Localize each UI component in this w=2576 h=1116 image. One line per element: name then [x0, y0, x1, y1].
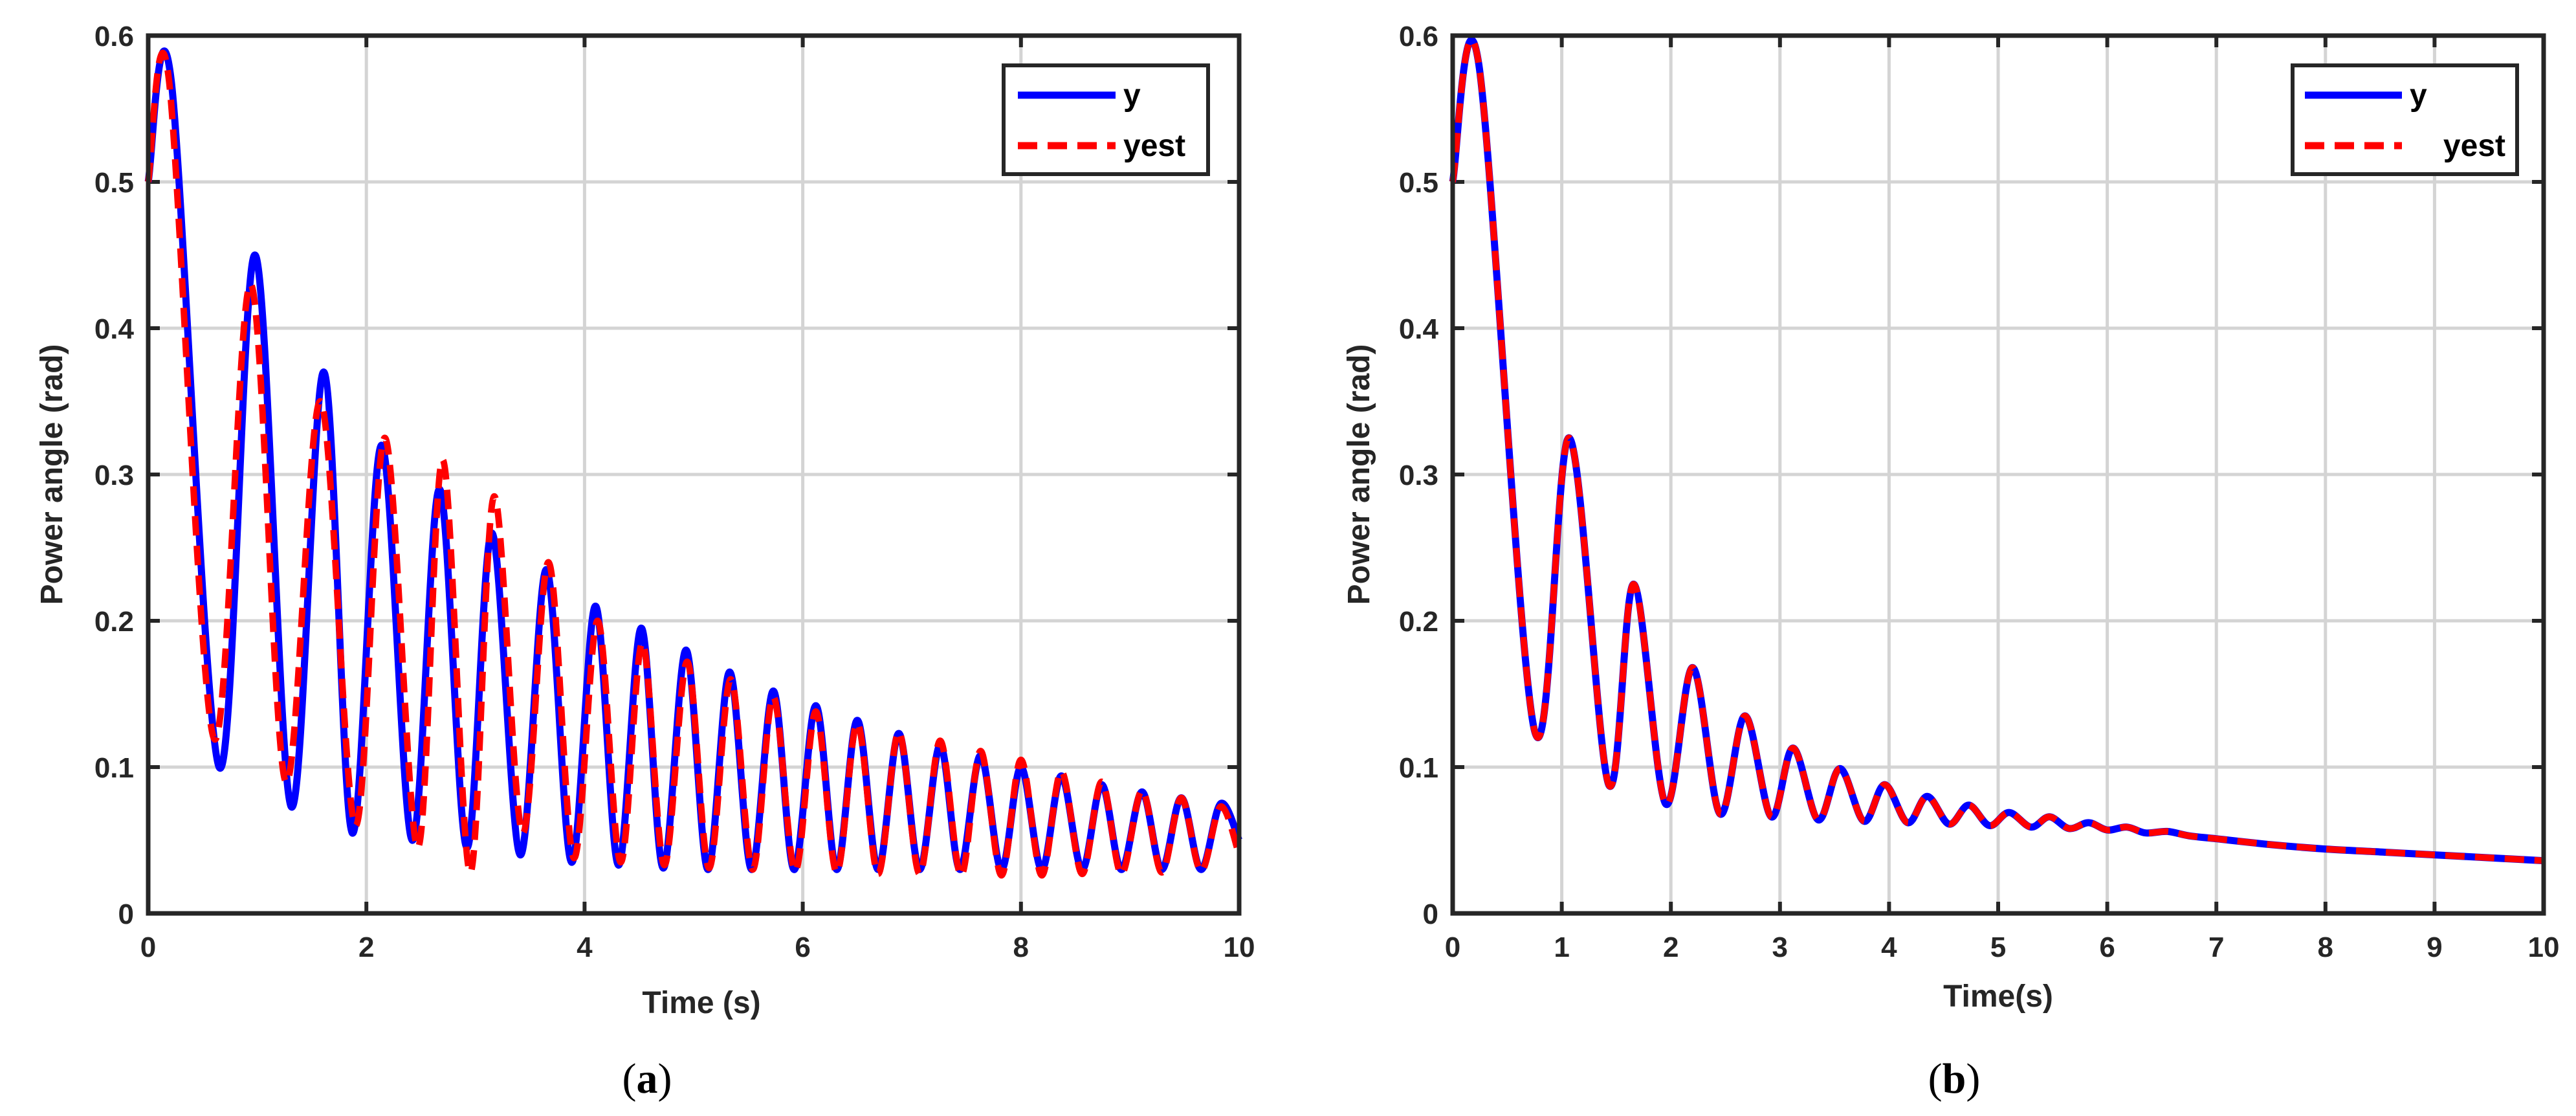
panel-a-legend-box — [1002, 63, 1210, 176]
panel-a-y-ticks: 0 0.1 0.2 0.3 0.4 0.5 0.6 — [94, 21, 1239, 930]
panel-a-y-tick-label: 0.5 — [94, 167, 134, 199]
panel-a-y-tick-label: 0.6 — [94, 21, 134, 52]
panel-a-x-axis-label: Time (s) — [642, 986, 760, 1020]
panel-a-grid — [146, 34, 1241, 915]
panel-b-y-tick-label: 0.1 — [1399, 752, 1438, 784]
panel-b-x-tick-label: 3 — [1772, 932, 1788, 963]
panel-b-y-tick-label: 0.2 — [1399, 606, 1438, 638]
panel-b-y-tick-label: 0 — [1423, 898, 1438, 930]
panel-a-y-tick-label: 0.1 — [94, 752, 134, 784]
panel-a-x-tick-label: 8 — [1013, 932, 1029, 963]
panel-a-y-tick-label: 0.3 — [94, 460, 134, 491]
panel-b-x-tick-label: 6 — [2099, 932, 2115, 963]
panel-b-x-axis-label: Time(s) — [1943, 979, 2053, 1014]
panel-b-legend: y yest — [2291, 63, 2519, 176]
panel-a-axes-frame — [146, 33, 1242, 916]
panel-a-legend: y yest — [1002, 63, 1210, 176]
panel-b-y-tick-label: 0.6 — [1399, 21, 1438, 52]
panel-b-caption-letter: b — [1943, 1055, 1966, 1102]
panel-a-x-ticks: 0 2 4 6 8 10 — [140, 36, 1255, 963]
panel-b-legend-label-yest: yest — [2443, 129, 2505, 163]
panel-a-y-tick-label: 0.4 — [94, 313, 135, 345]
panel-a-chart: 0 2 4 6 8 10 0 0.1 0.2 0.3 0.4 0.5 0.6 Time (s) Pow… — [35, 21, 1255, 1102]
panel-b-x-tick-label: 7 — [2208, 932, 2224, 963]
panel-b-legend-label-y: y — [2410, 78, 2427, 113]
panel-a-x-tick-label: 10 — [1224, 932, 1255, 963]
panel-b-axes-frame — [1450, 33, 2546, 916]
panel-a-y-axis-label: Power angle (rad) — [35, 344, 69, 605]
panel-b-series — [1449, 36, 2544, 865]
panel-b-chart: 0 1 2 3 4 5 6 7 8 9 10 0 0.1 0.2 0.3 0.4 0.5 0.6 Time(s)… — [1342, 21, 2559, 1102]
panel-a-x-tick-label: 0 — [140, 932, 156, 963]
panel-a-x-tick-label: 6 — [795, 932, 810, 963]
panel-b-y-tick-label: 0.4 — [1399, 313, 1439, 345]
panel-a-y-tick-label: 0.2 — [94, 606, 134, 638]
panel-b-x-tick-label: 9 — [2427, 932, 2442, 963]
panel-b-legend-box — [2291, 63, 2519, 176]
panel-b-x-tick-label: 0 — [1445, 932, 1460, 963]
panel-a-x-tick-label: 2 — [358, 932, 374, 963]
panel-b-x-tick-label: 4 — [1881, 932, 1897, 963]
panel-a-caption: (a) — [622, 1055, 672, 1102]
panel-b-x-tick-label: 8 — [2318, 932, 2333, 963]
panel-a-legend-label-yest: yest — [1123, 129, 1185, 163]
panel-b-y-tick-label: 0.3 — [1399, 460, 1438, 491]
panel-b-x-tick-label: 5 — [1990, 932, 2006, 963]
panel-b-x-tick-label: 1 — [1554, 932, 1569, 963]
panel-b-y-axis-label: Power angle (rad) — [1342, 344, 1376, 605]
panel-a-series — [144, 47, 1243, 879]
panel-a-series-line-yest — [145, 50, 1242, 879]
panel-a-y-tick-label: 0 — [118, 898, 134, 930]
panel-b-caption: (b) — [1928, 1055, 1981, 1102]
panel-a-x-tick-label: 4 — [577, 932, 593, 963]
panel-b-x-tick-label: 10 — [2528, 932, 2560, 963]
panel-a-caption-letter: a — [637, 1055, 658, 1102]
panel-a-legend-label-y: y — [1123, 78, 1141, 113]
panel-b-x-tick-label: 2 — [1663, 932, 1679, 963]
panel-b-y-tick-label: 0.5 — [1399, 167, 1438, 199]
panel-b-x-ticks: 0 1 2 3 4 5 6 7 8 9 10 — [1445, 36, 2560, 963]
panel-b-series-line-yest — [1449, 36, 2544, 864]
